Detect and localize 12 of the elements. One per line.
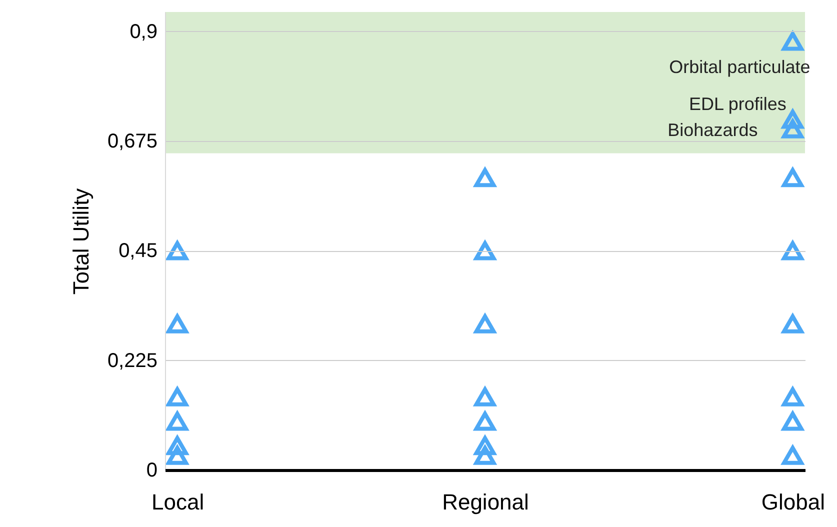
annotation: Orbital particulate <box>669 57 810 78</box>
y-tick-label: 0,45 <box>118 240 158 262</box>
x-tick-label: Local <box>152 490 204 514</box>
y-tick-label: 0,225 <box>107 350 158 372</box>
annotation: EDL profiles <box>689 94 786 114</box>
y-axis-title: Total Utility <box>68 188 94 295</box>
x-tick-label: Global <box>761 490 825 514</box>
y-tick-label: 0,9 <box>130 20 158 43</box>
y-tick-label: 0 <box>146 460 158 482</box>
y-tick-label: 0,675 <box>107 130 158 153</box>
annotation: Biohazards <box>668 120 758 140</box>
x-tick-label: Regional <box>442 490 529 514</box>
